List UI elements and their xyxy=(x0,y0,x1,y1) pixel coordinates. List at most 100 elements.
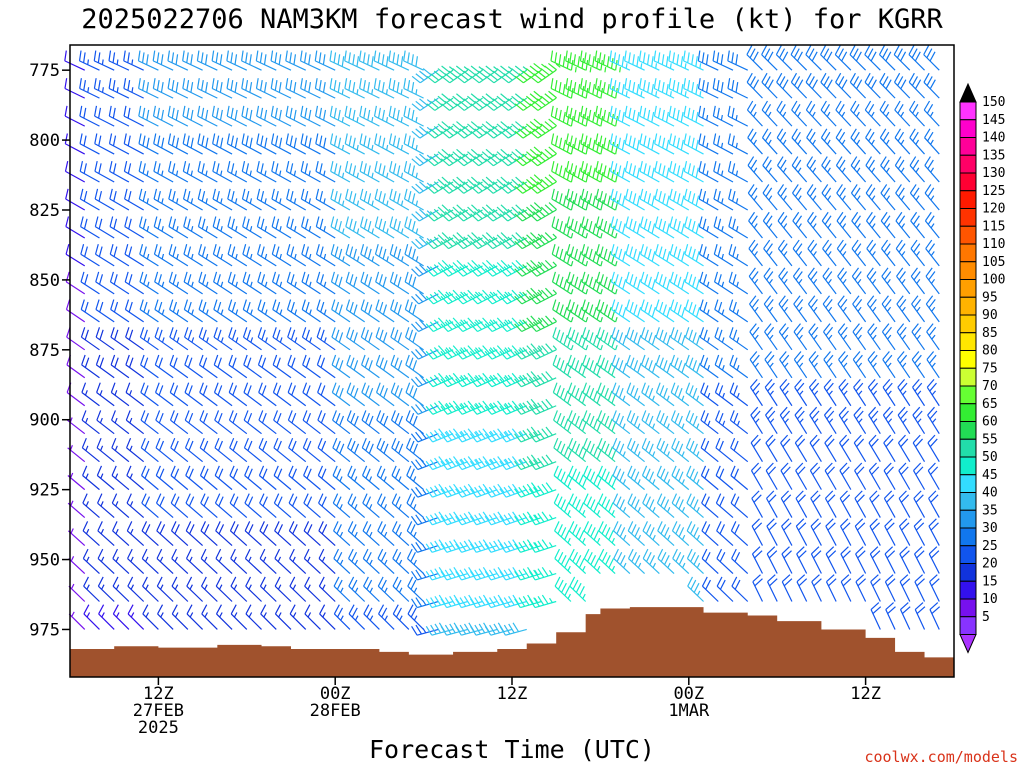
wind-barb xyxy=(82,465,100,491)
wind-barb xyxy=(81,382,100,407)
colorbar-swatch xyxy=(959,421,977,440)
wind-barb xyxy=(182,161,203,183)
wind-barb xyxy=(300,188,321,211)
wind-barb xyxy=(242,244,262,267)
wind-barb xyxy=(303,493,321,519)
wind-barb xyxy=(330,188,351,211)
wind-barb xyxy=(318,521,336,547)
wind-barb xyxy=(213,327,233,351)
wind-barb xyxy=(197,188,218,211)
wind-barb xyxy=(79,188,100,211)
colorbar-swatch xyxy=(959,616,977,635)
wind-barb xyxy=(288,437,307,463)
wind-barb xyxy=(300,161,321,183)
wind-barb xyxy=(274,548,292,574)
wind-barb xyxy=(124,244,144,267)
wind-barb xyxy=(171,576,189,602)
colorbar-swatch xyxy=(959,385,977,405)
wind-barb xyxy=(318,576,336,602)
wind-barb xyxy=(168,216,189,239)
wind-barb xyxy=(153,216,174,239)
wind-barb xyxy=(140,382,159,407)
wind-barb xyxy=(304,604,321,630)
wind-barb xyxy=(152,78,174,99)
colorbar-label: 35 xyxy=(982,503,998,518)
colorbar-swatch xyxy=(959,456,977,476)
wind-barb xyxy=(285,133,307,155)
wind-barb xyxy=(344,105,365,127)
wind-barb xyxy=(169,410,189,435)
colorbar-label: 105 xyxy=(982,255,1005,270)
wind-barb xyxy=(331,354,351,379)
wind-barb xyxy=(286,244,307,267)
colorbar-swatch xyxy=(959,119,977,138)
colorbar-label: 50 xyxy=(982,450,998,465)
wind-barb xyxy=(153,161,174,183)
wind-barb xyxy=(199,382,218,407)
wind-barb xyxy=(156,576,174,602)
wind-barb xyxy=(138,216,159,239)
wind-barb xyxy=(242,271,262,295)
colorbar-label: 135 xyxy=(982,148,1005,163)
wind-barb xyxy=(271,216,292,239)
wind-barb xyxy=(316,354,336,379)
wind-barb xyxy=(257,327,277,351)
y-tick-label: 850 xyxy=(29,271,60,291)
wind-barb xyxy=(197,161,218,183)
wind-barb xyxy=(332,493,351,519)
wind-barb xyxy=(185,521,204,547)
wind-barb xyxy=(80,271,100,295)
wind-barb xyxy=(330,271,351,295)
wind-barb xyxy=(170,465,189,491)
wind-barb xyxy=(170,493,189,519)
wind-barb xyxy=(301,271,321,295)
wind-barb xyxy=(126,465,145,491)
wind-barb xyxy=(140,437,159,463)
wind-barb xyxy=(333,604,351,630)
wind-barb xyxy=(317,465,336,491)
wind-barb xyxy=(215,521,233,547)
credit-text: coolwx.com/models xyxy=(864,748,1018,766)
wind-barb xyxy=(127,576,145,602)
wind-barb xyxy=(186,604,204,630)
wind-barb xyxy=(110,327,130,351)
colorbar-swatch xyxy=(959,208,977,227)
wind-barb xyxy=(229,437,248,463)
wind-barb xyxy=(272,327,292,351)
wind-barb xyxy=(314,78,336,99)
wind-barb xyxy=(153,133,174,155)
wind-barb xyxy=(184,354,203,379)
wind-barb xyxy=(127,548,145,574)
wind-barb xyxy=(241,78,262,99)
wind-barb xyxy=(286,216,307,239)
wind-barb xyxy=(156,548,174,574)
wind-barb xyxy=(185,493,203,519)
wind-barb xyxy=(200,521,218,547)
wind-barb xyxy=(140,465,159,491)
wind-barb xyxy=(123,78,144,99)
wind-barb xyxy=(155,465,174,491)
wind-barb xyxy=(108,78,130,99)
wind-barb xyxy=(68,583,86,602)
wind-barb xyxy=(230,548,248,574)
wind-barb xyxy=(95,299,115,323)
wind-barb xyxy=(229,493,248,519)
wind-barb xyxy=(333,548,351,574)
wind-barb xyxy=(126,437,145,463)
wind-barb xyxy=(199,410,218,435)
wind-barb xyxy=(65,216,86,239)
colorbar-label: 140 xyxy=(982,131,1005,146)
colorbar-label: 25 xyxy=(982,539,998,554)
colorbar-swatch xyxy=(959,598,977,618)
y-tick-label: 875 xyxy=(29,341,60,361)
colorbar-label: 70 xyxy=(982,379,998,394)
wind-barb xyxy=(127,604,145,630)
wind-barb xyxy=(94,161,115,183)
wind-barb xyxy=(138,78,159,99)
wind-barb xyxy=(259,521,277,547)
wind-barb xyxy=(259,576,277,602)
wind-barb xyxy=(259,548,277,574)
wind-barb xyxy=(141,521,159,547)
wind-barb xyxy=(214,410,233,435)
colorbar-swatch xyxy=(959,350,977,369)
